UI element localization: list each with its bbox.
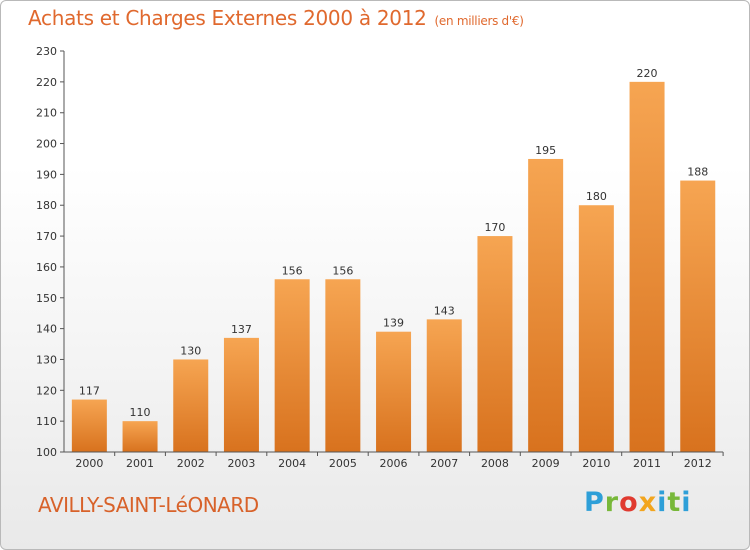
x-tick-label: 2009 [532, 457, 560, 470]
y-tick-label: 220 [36, 76, 57, 89]
x-tick-label: 2004 [278, 457, 306, 470]
chart-title: Achats et Charges Externes 2000 à 2012 (e… [28, 6, 524, 30]
bar [578, 205, 614, 452]
chart-title-text: Achats et Charges Externes 2000 à 2012 [28, 6, 427, 30]
y-tick-label: 180 [36, 199, 57, 212]
data-label: 139 [383, 317, 404, 330]
data-label: 117 [79, 385, 100, 398]
bar [426, 319, 462, 452]
bar [680, 180, 716, 453]
data-label: 156 [332, 264, 353, 277]
chart-unit: (en milliers d'€) [434, 14, 524, 28]
logo-letter: o [619, 487, 639, 518]
y-tick-label: 140 [36, 323, 57, 336]
x-tick-label: 2010 [582, 457, 610, 470]
data-label: 137 [231, 323, 252, 336]
proxiti-logo: Proxiti [584, 487, 692, 518]
x-tick-label: 2012 [684, 457, 712, 470]
data-label: 156 [282, 264, 303, 277]
x-tick-label: 2001 [126, 457, 154, 470]
data-label: 130 [180, 344, 201, 357]
bar [122, 421, 158, 452]
y-tick-label: 110 [36, 415, 57, 428]
data-label: 143 [434, 304, 455, 317]
bar [71, 399, 107, 452]
logo-letter: P [584, 487, 605, 518]
x-tick-label: 2005 [329, 457, 357, 470]
bar [629, 81, 665, 452]
x-tick-label: 2006 [380, 457, 408, 470]
bar [274, 279, 310, 452]
data-label: 188 [687, 166, 708, 179]
data-label: 220 [637, 67, 658, 80]
bar [223, 337, 259, 452]
bar [173, 359, 209, 452]
y-tick-label: 120 [36, 384, 57, 397]
y-tick-label: 200 [36, 138, 57, 151]
bar [325, 279, 361, 452]
bar-chart: 117 2000 110 2001 130 2002 137 2003 156 2004 156 20… [36, 45, 724, 470]
x-tick-label: 2011 [633, 457, 661, 470]
x-tick-label: 2002 [177, 457, 205, 470]
x-tick-label: 2007 [430, 457, 458, 470]
logo-letter: r [604, 487, 620, 518]
y-tick-label: 210 [36, 107, 57, 120]
data-label: 195 [535, 144, 556, 157]
logo-letter: i [681, 487, 692, 518]
logo-letter: i [657, 487, 668, 518]
x-tick-label: 2000 [75, 457, 103, 470]
place-name: AVILLY-SAINT-LéONARD [38, 493, 259, 517]
y-tick-label: 150 [36, 292, 57, 305]
data-label: 180 [586, 190, 607, 203]
bar [528, 158, 564, 452]
logo-letter: t [667, 487, 682, 518]
bar [477, 236, 513, 452]
bar [376, 331, 412, 452]
y-tick-label: 100 [36, 446, 57, 459]
y-tick-label: 230 [36, 45, 57, 58]
y-tick-label: 160 [36, 261, 57, 274]
y-tick-label: 190 [36, 168, 57, 181]
data-label: 170 [484, 221, 505, 234]
x-tick-label: 2008 [481, 457, 509, 470]
logo-letter: x [638, 487, 658, 518]
x-tick-label: 2003 [227, 457, 255, 470]
y-tick-label: 130 [36, 353, 57, 366]
y-tick-label: 170 [36, 230, 57, 243]
data-label: 110 [130, 406, 151, 419]
